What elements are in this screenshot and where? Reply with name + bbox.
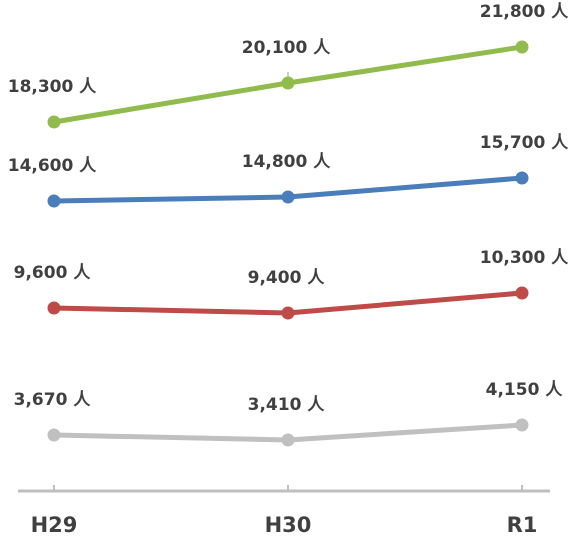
data-point — [281, 433, 295, 447]
data-label: 9,400 人 — [248, 268, 326, 288]
tick-label-h30: H30 — [265, 513, 312, 537]
series-2: 9,600 人 9,400 人 10,300 人 — [14, 248, 570, 320]
data-label: 3,410 人 — [248, 395, 326, 415]
data-point — [47, 428, 61, 442]
series-0: 18,300 人 20,100 人 21,800 人 — [8, 2, 570, 129]
data-point — [281, 76, 295, 90]
data-point — [47, 301, 61, 315]
data-label: 9,600 人 — [14, 263, 92, 283]
series-1: 14,600 人 14,800 人 15,700 人 — [8, 133, 570, 208]
data-label: 20,100 人 — [242, 38, 332, 58]
tick-label-r1: R1 — [507, 513, 538, 537]
data-point — [515, 418, 529, 432]
data-point — [281, 306, 295, 320]
series-layer: 18,300 人 20,100 人 21,800 人 14,600 人 14,800 人… — [8, 2, 570, 447]
x-axis-tick-labels: H29 H30 R1 — [31, 513, 538, 537]
data-label: 4,150 人 — [486, 380, 564, 400]
data-label: 10,300 人 — [480, 248, 570, 268]
data-label: 15,700 人 — [480, 133, 570, 153]
data-label: 14,800 人 — [242, 152, 332, 172]
x-axis-ticks — [53, 72, 523, 491]
data-point — [515, 40, 529, 54]
data-label: 18,300 人 — [8, 77, 98, 97]
data-point — [47, 194, 61, 208]
data-label: 21,800 人 — [480, 2, 570, 22]
data-point — [281, 190, 295, 204]
tick-label-h29: H29 — [31, 513, 78, 537]
data-label: 3,670 人 — [14, 390, 92, 410]
data-label: 14,600 人 — [8, 156, 98, 176]
data-point — [47, 115, 61, 129]
data-point — [515, 171, 529, 185]
data-point — [515, 286, 529, 300]
series-3: 3,670 人 3,410 人 4,150 人 — [14, 380, 564, 447]
